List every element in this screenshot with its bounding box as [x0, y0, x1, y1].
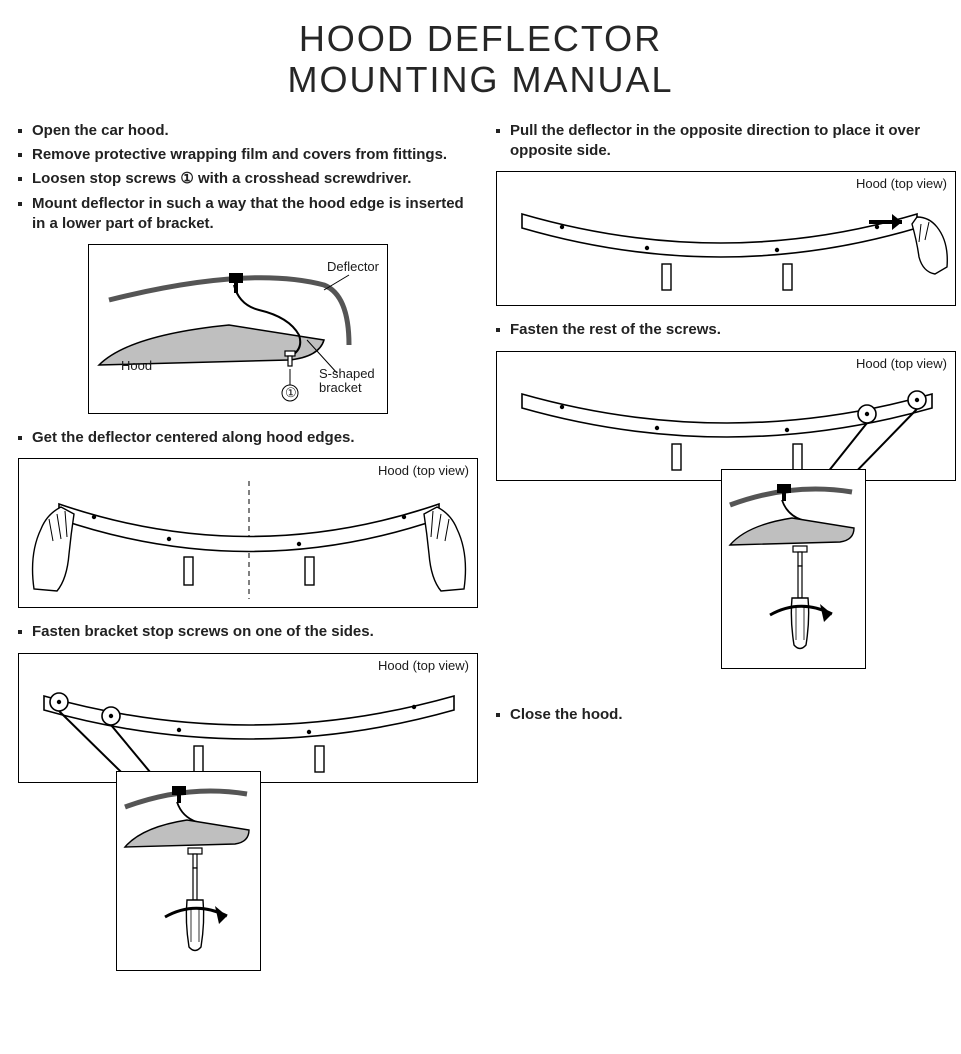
figure-pull-opposite: Hood (top view): [496, 171, 956, 306]
figure-screwdriver-inset: [116, 771, 261, 971]
step-item: Loosen stop screws ① with a crosshead sc…: [18, 169, 478, 189]
figure-bracket-side-view: Deflector Hood S-shaped bracket ①: [88, 244, 388, 414]
step-item: Close the hood.: [496, 705, 956, 725]
step-item: Fasten the rest of the screws.: [496, 320, 956, 340]
label-hood: Hood: [121, 358, 152, 373]
title-line-2: MOUNTING MANUAL: [287, 59, 673, 100]
title-line-1: HOOD DEFLECTOR: [299, 18, 662, 59]
step-item: Open the car hood.: [18, 121, 478, 141]
callout-number: ①: [285, 385, 297, 401]
figure-screwdriver-inset: [721, 469, 866, 669]
figure-fasten-rest-top-view: Hood (top view): [496, 351, 956, 481]
figure-caption: Hood (top view): [378, 463, 469, 478]
step-item: Pull the deflector in the opposite direc…: [496, 121, 956, 162]
page-title: HOOD DEFLECTOR MOUNTING MANUAL: [18, 18, 943, 101]
figure-caption: Hood (top view): [856, 176, 947, 191]
label-bracket: S-shaped bracket: [319, 367, 379, 396]
step-item: Get the deflector centered along hood ed…: [18, 428, 478, 448]
step-item: Mount deflector in such a way that the h…: [18, 194, 478, 235]
step-item: Fasten bracket stop screws on one of the…: [18, 622, 478, 642]
figure-fasten-left-top-view: Hood (top view): [18, 653, 478, 783]
figure-caption: Hood (top view): [856, 356, 947, 371]
right-column: Pull the deflector in the opposite direc…: [496, 121, 956, 1007]
figure-centering-top-view: Hood (top view): [18, 458, 478, 608]
step-item: Remove protective wrapping film and cove…: [18, 145, 478, 165]
left-column: Open the car hood. Remove protective wra…: [18, 121, 478, 1007]
figure-group-fasten-rest: Hood (top view): [496, 351, 956, 481]
figure-group-fasten-left: Hood (top view): [18, 653, 478, 783]
label-deflector: Deflector: [327, 259, 379, 274]
content-columns: Open the car hood. Remove protective wra…: [18, 121, 943, 1007]
figure-caption: Hood (top view): [378, 658, 469, 673]
